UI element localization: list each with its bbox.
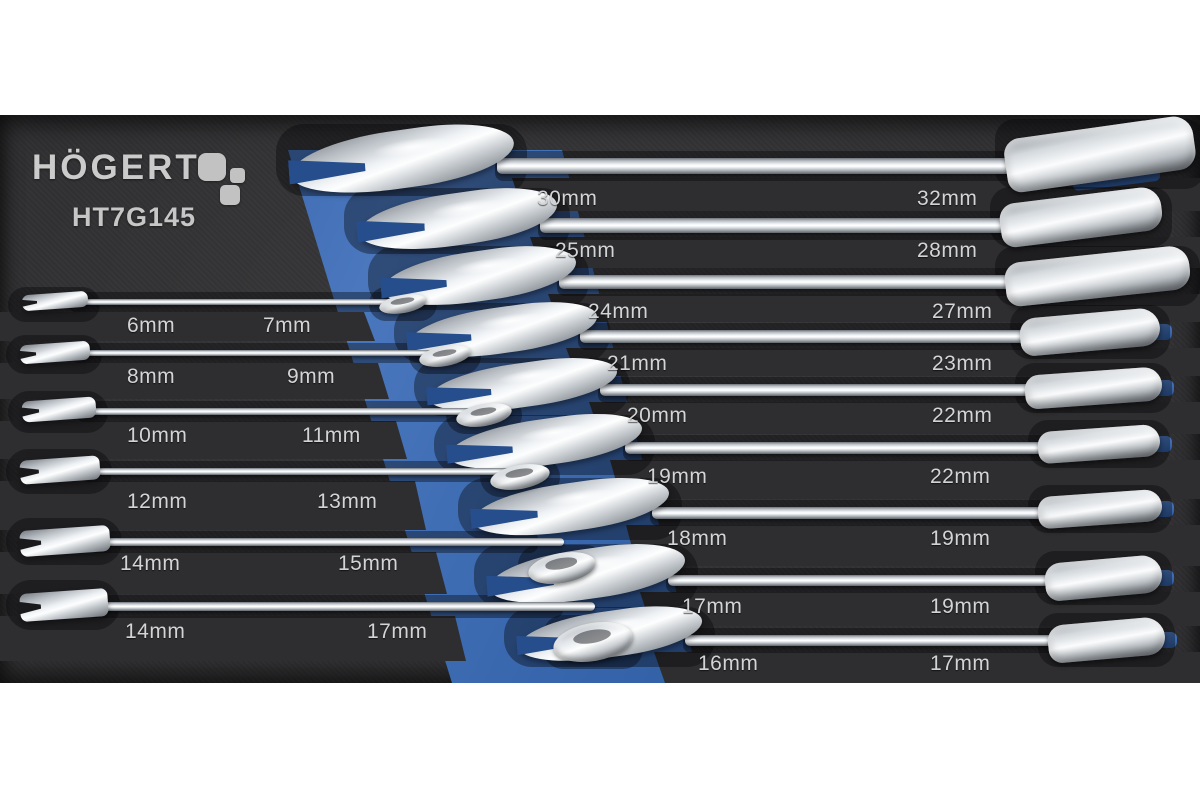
- size-label: 9mm: [287, 365, 336, 388]
- wrench-shaft: [625, 442, 1048, 454]
- label-strip-left: [0, 363, 389, 399]
- size-label: 17mm: [682, 595, 743, 618]
- size-label: 19mm: [647, 465, 708, 488]
- chrome-glint: [462, 305, 560, 337]
- label-strip-left: [0, 312, 375, 341]
- open-jaw-gap: [20, 299, 38, 308]
- wrench-shaft: [540, 217, 1010, 233]
- brand-logo-icon-small: [230, 168, 245, 183]
- wrench-shaft: [685, 634, 1058, 646]
- ring-hole: [504, 466, 535, 480]
- brand-logo: HÖGERT: [32, 150, 200, 185]
- ring-hole: [571, 626, 613, 647]
- ring-hole: [431, 347, 458, 359]
- size-label: 14mm: [120, 552, 181, 575]
- size-label: 20mm: [627, 404, 688, 427]
- label-strip-left: [0, 616, 466, 661]
- label-strip-left: [0, 481, 426, 530]
- open-jaw-gap: [20, 406, 40, 417]
- size-label: 17mm: [367, 620, 428, 643]
- size-label: 8mm: [127, 365, 176, 388]
- brand-logo-text: HÖGERT: [32, 148, 200, 187]
- open-jaw-gap: [356, 215, 425, 242]
- size-label: 23mm: [932, 352, 993, 375]
- wrench-shaft: [580, 329, 1030, 343]
- chrome-glint: [529, 480, 630, 514]
- wrench-shaft: [76, 299, 405, 305]
- open-jaw-gap: [470, 505, 539, 530]
- size-label: 27mm: [932, 300, 993, 323]
- wrench-shaft: [600, 384, 1035, 396]
- brand-logo-icon: [198, 153, 226, 181]
- wrench-shaft: [497, 158, 1015, 174]
- open-jaw-gap: [18, 536, 42, 550]
- size-label: 10mm: [127, 424, 188, 447]
- wrench-shaft: [88, 467, 522, 475]
- chrome-glint: [504, 417, 604, 449]
- wrench-shaft: [78, 350, 447, 356]
- size-label: 25mm: [555, 239, 616, 262]
- brand-logo-icon-medium: [220, 185, 240, 205]
- ring-hole: [469, 405, 498, 418]
- size-label: 7mm: [263, 314, 312, 337]
- size-label: 14mm: [125, 620, 186, 643]
- wrench-shaft: [98, 538, 564, 546]
- wrench-shaft: [652, 507, 1048, 519]
- size-label: 11mm: [302, 424, 361, 447]
- open-jaw-gap: [18, 349, 37, 359]
- size-label: 19mm: [930, 595, 991, 618]
- size-label: 30mm: [537, 187, 598, 210]
- wrench-open-end: [18, 587, 109, 622]
- open-jaw-gap: [288, 155, 366, 185]
- size-label: 19mm: [930, 527, 991, 550]
- size-label: 16mm: [698, 652, 759, 675]
- open-jaw-gap: [18, 600, 42, 614]
- label-strip-left: [0, 421, 407, 459]
- chrome-glint: [354, 127, 470, 167]
- chrome-glint: [415, 190, 518, 226]
- label-strip-left: [0, 552, 447, 594]
- size-label: 22mm: [930, 465, 991, 488]
- wrench-shaft: [668, 574, 1055, 586]
- ring-hole: [544, 555, 579, 572]
- wrench-shaft: [96, 601, 595, 611]
- size-label: 28mm: [917, 239, 978, 262]
- open-jaw-gap: [18, 466, 40, 478]
- chrome-glint: [438, 249, 538, 283]
- model-number: HT7G145: [72, 202, 197, 232]
- size-label: 13mm: [317, 490, 378, 513]
- size-label: 18mm: [667, 527, 728, 550]
- size-label: 6mm: [127, 314, 176, 337]
- open-jaw-gap: [446, 440, 513, 464]
- size-label: 24mm: [588, 300, 649, 323]
- size-label: 32mm: [917, 187, 978, 210]
- wrench-shaft: [559, 275, 1015, 289]
- ring-hole: [390, 296, 415, 307]
- size-label: 21mm: [607, 352, 668, 375]
- size-label: 17mm: [930, 652, 991, 675]
- size-label: 15mm: [338, 552, 399, 575]
- wrench-shaft: [84, 407, 486, 415]
- size-label: 12mm: [127, 490, 188, 513]
- size-label: 22mm: [932, 404, 993, 427]
